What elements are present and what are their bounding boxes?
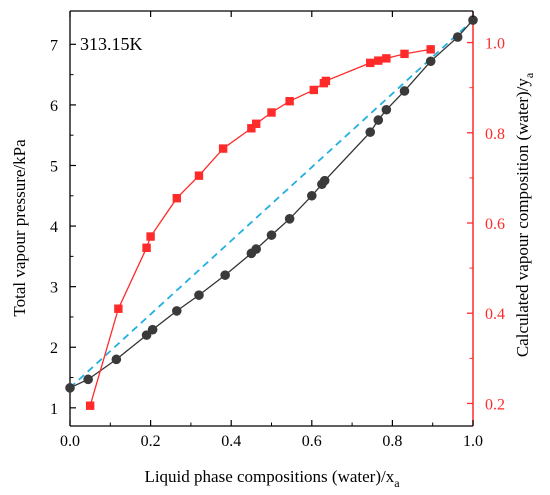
pressure-point bbox=[220, 270, 230, 280]
pressure-point bbox=[65, 383, 75, 393]
pressure-point bbox=[171, 306, 182, 316]
x-axis-label-main: Liquid phase compositions (water)/x bbox=[144, 467, 394, 486]
vapour-point bbox=[85, 401, 95, 410]
vapour-point bbox=[382, 54, 391, 63]
vapour-point bbox=[142, 243, 151, 253]
vapour-point bbox=[251, 119, 261, 128]
y2-tick-label: 0.2 bbox=[485, 396, 505, 413]
pressure-point bbox=[319, 175, 330, 186]
y2-axis-label-main: Calculated vapour composition (water)/y bbox=[513, 78, 532, 357]
pressure-point bbox=[111, 354, 122, 365]
y-tick-label: 5 bbox=[50, 158, 58, 175]
annotation-temperature: 313.15K bbox=[80, 34, 143, 54]
vapour-point bbox=[309, 85, 319, 95]
vapour-point bbox=[247, 124, 256, 133]
x-tick-label: 0.8 bbox=[382, 433, 402, 450]
y2-tick-label: 1.0 bbox=[485, 36, 505, 53]
y-tick-label: 6 bbox=[50, 98, 58, 115]
y2-tick-label: 0.4 bbox=[485, 306, 505, 323]
series-layer bbox=[65, 15, 478, 410]
pressure-point bbox=[251, 244, 261, 254]
pressure-point bbox=[381, 104, 392, 115]
x-tick-label: 0.6 bbox=[302, 433, 322, 450]
vapour-point bbox=[194, 171, 204, 180]
x-axis-label: Liquid phase compositions (water)/xa bbox=[144, 467, 400, 490]
y-tick-label: 1 bbox=[50, 401, 58, 418]
x-tick-label: 0.2 bbox=[141, 433, 161, 450]
pressure-point bbox=[147, 324, 158, 335]
pressure-point bbox=[307, 190, 317, 201]
y-tick-label: 3 bbox=[50, 280, 58, 297]
ticks-layer: 0.0 0.2 0.4 0.6 0.8 1.0 1 2 3 4 5 6 7 0.2 0.4 0.6 0.8 1.0 bbox=[50, 11, 505, 450]
x-tick-label: 0.4 bbox=[221, 433, 241, 450]
ideal-raoult-dashed-line bbox=[69, 19, 474, 389]
pressure-point bbox=[425, 56, 436, 67]
x-tick-label: 0.0 bbox=[60, 433, 80, 450]
y2-axis-label: Calculated vapour composition (water)/ya bbox=[513, 72, 536, 357]
vapour-point bbox=[400, 49, 409, 59]
y2-tick-label: 0.8 bbox=[485, 126, 505, 143]
vapour-point bbox=[374, 56, 383, 65]
y-tick-label: 7 bbox=[50, 37, 58, 54]
vapour-point bbox=[366, 58, 375, 68]
x-axis-label-sub: a bbox=[394, 476, 400, 490]
pressure-point bbox=[468, 15, 478, 25]
vapour-point bbox=[114, 304, 123, 313]
pressure-point bbox=[266, 230, 277, 240]
vapour-point bbox=[426, 45, 435, 54]
pressure-point bbox=[194, 290, 204, 300]
x-tick-label: 1.0 bbox=[463, 433, 483, 450]
vapour-point bbox=[321, 76, 331, 86]
y-tick-label: 2 bbox=[50, 340, 58, 357]
vapour-series-line bbox=[89, 48, 431, 406]
pressure-point bbox=[365, 127, 376, 137]
vapour-point bbox=[172, 194, 181, 203]
pressure-point bbox=[284, 214, 295, 224]
y-tick-label: 4 bbox=[50, 219, 58, 236]
vapour-point bbox=[218, 144, 228, 153]
y-axis-label: Total vapour pressure/kPa bbox=[10, 139, 29, 317]
pressure-point bbox=[399, 86, 410, 96]
y2-axis-label-sub: a bbox=[522, 72, 536, 78]
pressure-point bbox=[373, 115, 384, 125]
vapour-point bbox=[267, 108, 276, 117]
pressure-point bbox=[452, 32, 463, 42]
vapour-point bbox=[146, 232, 155, 241]
vapour-point bbox=[285, 97, 294, 106]
y2-tick-label: 0.6 bbox=[485, 216, 505, 233]
pressure-point bbox=[83, 374, 93, 385]
plot-frame bbox=[69, 10, 474, 427]
